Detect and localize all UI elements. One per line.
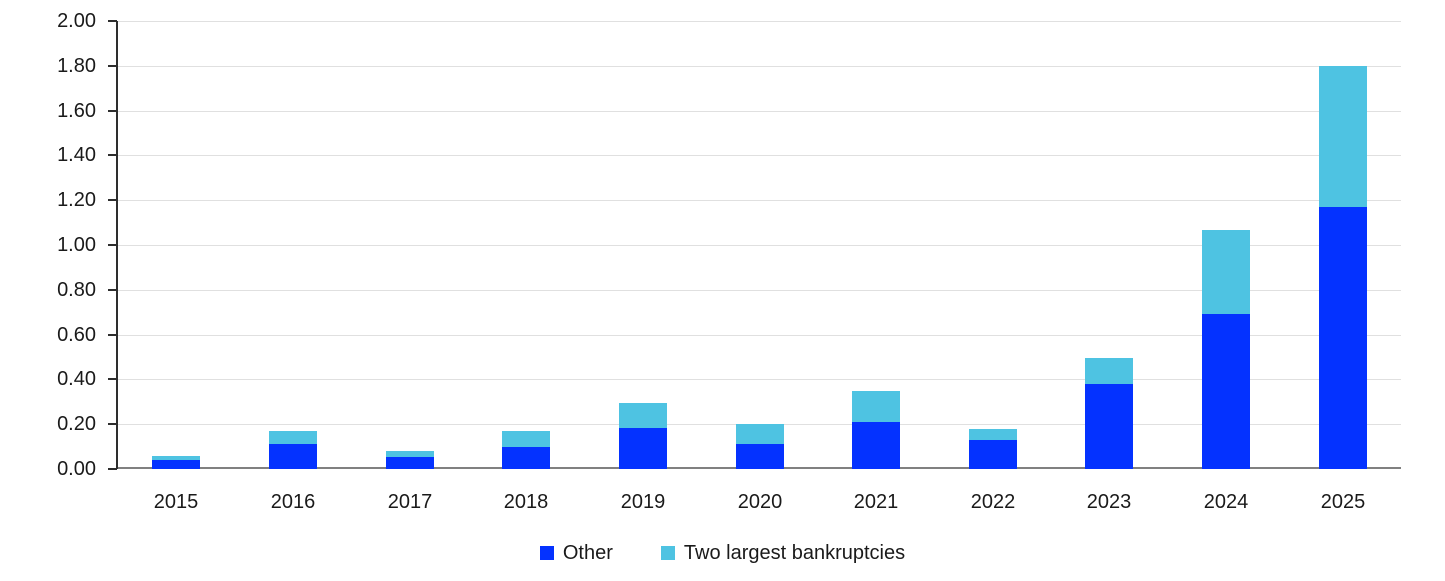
bar-segment-two-largest-bankruptcies-2019 xyxy=(619,403,667,428)
bar-segment-two-largest-bankruptcies-2023 xyxy=(1085,358,1133,384)
y-axis-tick xyxy=(108,65,117,67)
bar-segment-other-2022 xyxy=(969,440,1017,469)
gridline xyxy=(118,335,1401,336)
bar-segment-two-largest-bankruptcies-2020 xyxy=(736,424,784,444)
bar-segment-two-largest-bankruptcies-2017 xyxy=(386,451,434,457)
x-tick-label-2015: 2015 xyxy=(153,491,199,513)
bar-segment-other-2023 xyxy=(1085,384,1133,469)
bar-segment-two-largest-bankruptcies-2024 xyxy=(1202,230,1250,314)
y-axis-line xyxy=(116,21,118,469)
y-tick-label: 0.80 xyxy=(57,279,96,301)
legend-item-other: Other xyxy=(539,541,613,565)
y-tick-label: 0.20 xyxy=(57,413,96,435)
x-tick-label-2016: 2016 xyxy=(270,491,316,513)
legend-item-two-largest-bankruptcies: Two largest bankruptcies xyxy=(660,541,906,565)
bar-segment-other-2020 xyxy=(736,444,784,469)
y-axis-tick xyxy=(108,468,117,470)
x-tick-label-2025: 2025 xyxy=(1320,491,1366,513)
bar-segment-other-2024 xyxy=(1202,314,1250,469)
legend-label: Other xyxy=(562,542,613,564)
y-tick-label: 0.40 xyxy=(57,368,96,390)
y-tick-label: 0.60 xyxy=(57,324,96,346)
x-tick-label-2019: 2019 xyxy=(620,491,666,513)
y-axis-tick xyxy=(108,154,117,156)
legend-swatch-icon xyxy=(539,546,554,560)
bar-segment-other-2015 xyxy=(152,460,200,469)
x-tick-label-2021: 2021 xyxy=(853,491,899,513)
bar-segment-other-2017 xyxy=(386,457,434,469)
y-axis-tick xyxy=(108,244,117,246)
gridline xyxy=(118,290,1401,291)
x-tick-label-2020: 2020 xyxy=(737,491,783,513)
bar-segment-two-largest-bankruptcies-2016 xyxy=(269,431,317,444)
legend-label: Two largest bankruptcies xyxy=(683,542,906,564)
x-tick-label-2018: 2018 xyxy=(503,491,549,513)
bar-segment-other-2021 xyxy=(852,422,900,469)
x-tick-label-2024: 2024 xyxy=(1203,491,1249,513)
y-tick-label: 0.00 xyxy=(57,458,96,480)
gridline xyxy=(118,200,1401,201)
gridline xyxy=(118,21,1401,22)
legend: Other Two largest bankruptcies xyxy=(0,541,1445,565)
y-tick-label: 1.00 xyxy=(57,234,96,256)
x-tick-label-2023: 2023 xyxy=(1086,491,1132,513)
bar-segment-two-largest-bankruptcies-2025 xyxy=(1319,66,1367,207)
y-tick-label: 1.60 xyxy=(57,100,96,122)
y-axis-tick xyxy=(108,199,117,201)
bar-segment-two-largest-bankruptcies-2018 xyxy=(502,431,550,447)
y-tick-label: 1.40 xyxy=(57,144,96,166)
y-axis-tick xyxy=(108,423,117,425)
bar-segment-two-largest-bankruptcies-2021 xyxy=(852,391,900,422)
bar-segment-two-largest-bankruptcies-2015 xyxy=(152,456,200,460)
y-tick-label: 1.80 xyxy=(57,55,96,77)
gridline xyxy=(118,66,1401,67)
gridline xyxy=(118,379,1401,380)
y-axis-tick xyxy=(108,289,117,291)
bar-segment-other-2016 xyxy=(269,444,317,469)
gridline xyxy=(118,155,1401,156)
x-tick-label-2022: 2022 xyxy=(970,491,1016,513)
legend-swatch-icon xyxy=(660,546,675,560)
bar-segment-other-2018 xyxy=(502,447,550,469)
bar-segment-other-2025 xyxy=(1319,207,1367,469)
bar-segment-other-2019 xyxy=(619,428,667,469)
y-tick-label: 1.20 xyxy=(57,189,96,211)
y-axis-tick xyxy=(108,20,117,22)
y-tick-label: 2.00 xyxy=(57,10,96,32)
plot-area xyxy=(108,20,1401,470)
y-axis-tick xyxy=(108,110,117,112)
gridline xyxy=(118,111,1401,112)
y-axis-tick xyxy=(108,334,117,336)
y-axis-tick xyxy=(108,378,117,380)
bar-segment-two-largest-bankruptcies-2022 xyxy=(969,429,1017,440)
x-tick-label-2017: 2017 xyxy=(387,491,433,513)
gridline xyxy=(118,245,1401,246)
